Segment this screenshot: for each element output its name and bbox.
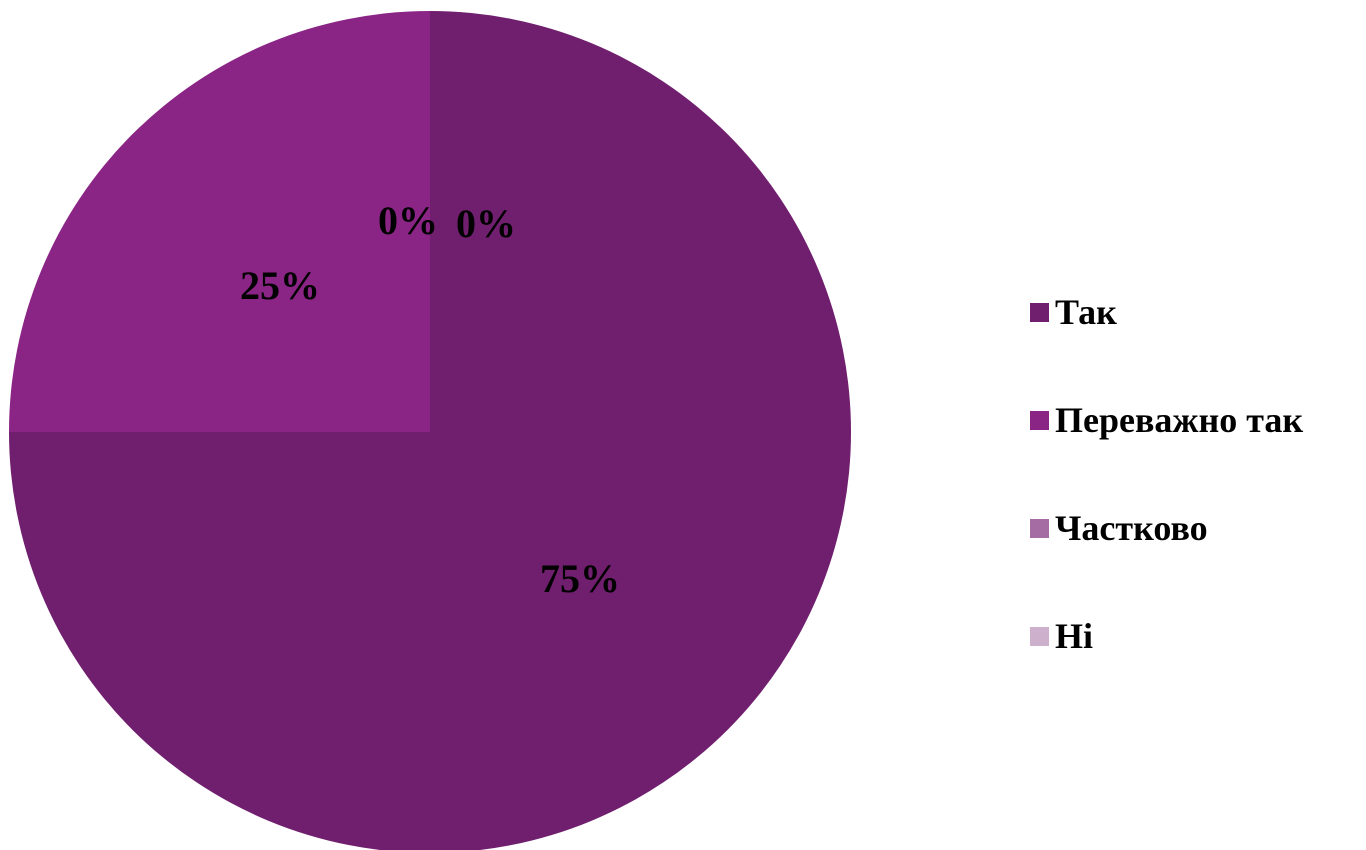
pie-data-labels: 75% 25% 0% 0%	[240, 198, 620, 601]
pie-data-label-3: 0%	[456, 201, 516, 246]
pie-data-label-1: 25%	[240, 263, 320, 308]
legend-item-chastkovo: Частково	[1030, 503, 1360, 553]
legend-label: Частково	[1055, 508, 1208, 548]
legend-label: Ні	[1055, 616, 1094, 656]
legend-swatch	[1030, 518, 1049, 538]
pie-data-label-2: 0%	[378, 198, 438, 243]
legend-swatch	[1030, 302, 1049, 322]
legend: Так Переважно так Частково Ні	[1030, 287, 1360, 719]
legend-swatch	[1030, 626, 1049, 646]
legend-item-perevazhno-tak: Переважно так	[1030, 395, 1360, 445]
legend-label: Переважно так	[1055, 400, 1304, 440]
legend-item-tak: Так	[1030, 287, 1360, 337]
legend-item-ni: Ні	[1030, 611, 1360, 661]
legend-swatch	[1030, 410, 1049, 430]
legend-label: Так	[1055, 292, 1117, 332]
pie-data-label-0: 75%	[540, 556, 620, 601]
pie-slices	[9, 11, 851, 850]
pie-slice-1	[9, 11, 430, 432]
